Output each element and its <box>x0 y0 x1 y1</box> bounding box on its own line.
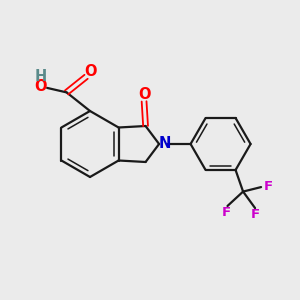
Text: H: H <box>34 69 46 84</box>
Text: F: F <box>221 206 230 219</box>
Text: F: F <box>264 180 273 193</box>
Text: O: O <box>84 64 97 80</box>
Text: N: N <box>158 136 171 152</box>
Text: O: O <box>138 87 150 102</box>
Text: F: F <box>251 208 260 221</box>
Text: O: O <box>34 79 47 94</box>
